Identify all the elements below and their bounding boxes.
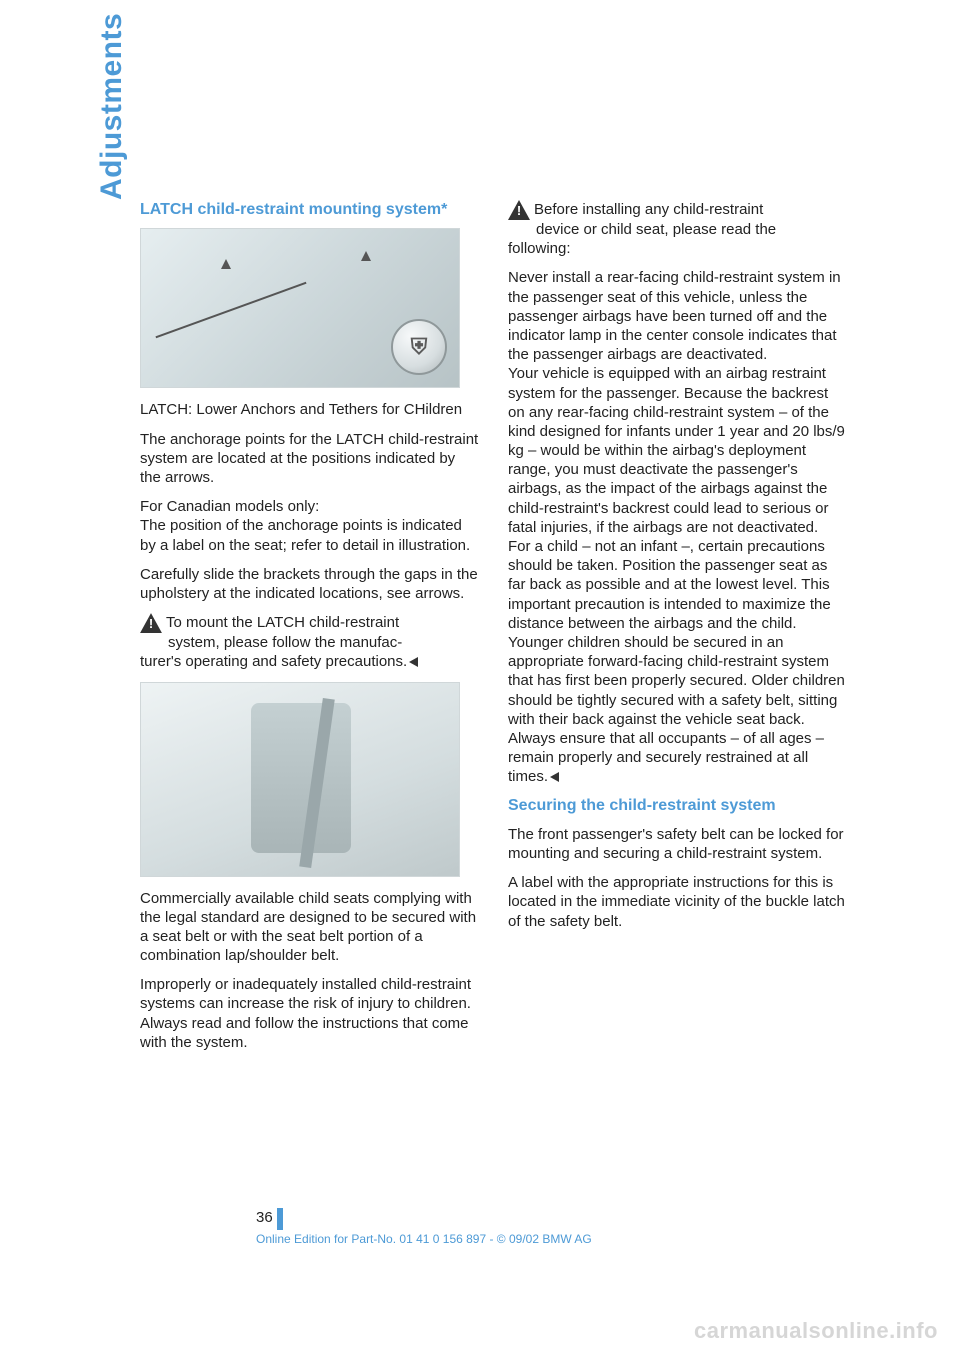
warn2-l2: device or child seat, please read the bbox=[536, 220, 848, 239]
child-seat-icon: ⛨ bbox=[391, 319, 447, 375]
end-marker-icon bbox=[550, 772, 559, 782]
securing-para2: A label with the appropriate instruction… bbox=[508, 873, 848, 931]
footer-bar-icon bbox=[277, 1208, 283, 1230]
page-footer: 36 Online Edition for Part-No. 01 41 0 1… bbox=[256, 1208, 592, 1246]
warn2-l3: following: bbox=[508, 240, 571, 257]
warning-icon bbox=[140, 613, 162, 633]
warn1-l2: system, please follow the manufac- bbox=[168, 633, 480, 652]
page-number: 36 bbox=[256, 1209, 273, 1226]
watermark: carmanualsonline.info bbox=[694, 1318, 938, 1344]
right-column: Before installing any child-restraint de… bbox=[508, 200, 848, 1062]
warning-before-install: Before installing any child-restraint de… bbox=[508, 200, 848, 258]
edition-line: Online Edition for Part-No. 01 41 0 156 … bbox=[256, 1232, 592, 1246]
airbag-warning-text: Never install a rear-facing child-restra… bbox=[508, 269, 845, 785]
figure-latch-anchors: ⛨ bbox=[140, 228, 460, 388]
figure-child-seat-belt bbox=[140, 682, 460, 877]
airbag-warning-body: Never install a rear-facing child-restra… bbox=[508, 268, 848, 786]
canada-note: For Canadian models only: The position o… bbox=[140, 497, 480, 555]
warn1-l3: turer's operating and safety precautions… bbox=[140, 653, 407, 670]
warn2-l1: Before installing any child-restraint bbox=[534, 201, 763, 218]
securing-para1: The front passenger's safety belt can be… bbox=[508, 825, 848, 863]
heading-securing: Securing the child-restraint system bbox=[508, 796, 848, 816]
commercial-seats-text: Commercially available child seats compl… bbox=[140, 889, 480, 966]
latch-definition: LATCH: Lower Anchors and Tethers for CHi… bbox=[140, 400, 480, 419]
canada-intro: For Canadian models only: bbox=[140, 498, 319, 515]
improper-install-text: Improperly or inadequately installed chi… bbox=[140, 975, 480, 1052]
heading-latch: LATCH child-restraint mounting system* bbox=[140, 200, 480, 220]
warning-latch-mount: To mount the LATCH child-restraint syste… bbox=[140, 613, 480, 671]
page-content: LATCH child-restraint mounting system* ⛨… bbox=[140, 200, 860, 1062]
left-column: LATCH child-restraint mounting system* ⛨… bbox=[140, 200, 480, 1062]
section-tab: Adjustments bbox=[95, 13, 129, 200]
anchor-points-text: The anchorage points for the LATCH child… bbox=[140, 430, 480, 488]
canada-body: The position of the anchorage points is … bbox=[140, 517, 470, 553]
slide-brackets-text: Carefully slide the brackets through the… bbox=[140, 565, 480, 603]
end-marker-icon bbox=[409, 657, 418, 667]
warning-icon bbox=[508, 200, 530, 220]
warn1-l1: To mount the LATCH child-restraint bbox=[166, 614, 399, 631]
